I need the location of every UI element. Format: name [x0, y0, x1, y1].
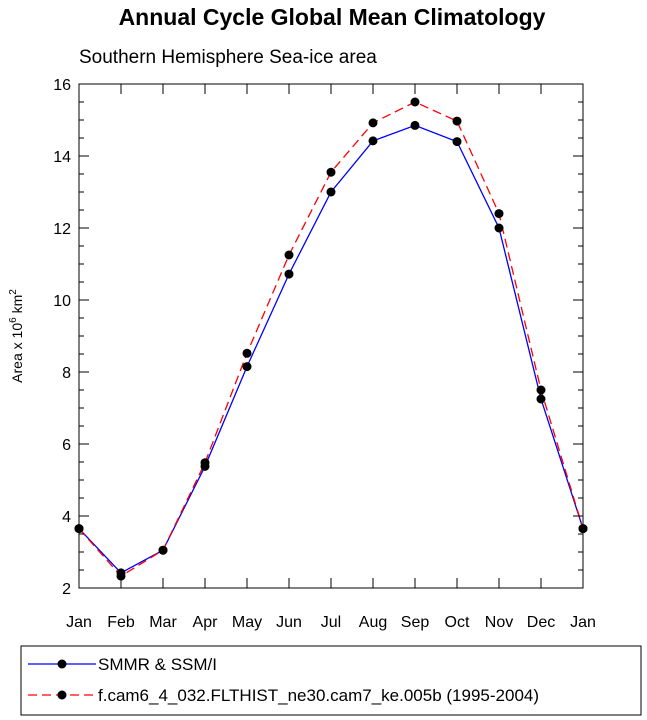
- series-0-point: [242, 362, 252, 372]
- series-0-point: [326, 187, 336, 197]
- series-1-point: [242, 348, 252, 358]
- x-tick-label: Jul: [321, 614, 341, 631]
- chart-title: Annual Cycle Global Mean Climatology: [119, 4, 546, 30]
- x-tick-label: Aug: [359, 614, 387, 631]
- series-1-point: [158, 545, 168, 555]
- x-tick-label: Dec: [527, 614, 555, 631]
- series-1-point: [536, 385, 546, 395]
- y-tick-label: 16: [53, 77, 71, 94]
- y-tick-label: 4: [62, 509, 71, 526]
- y-tick-label: 10: [53, 293, 71, 310]
- x-tick-label: Nov: [485, 614, 513, 631]
- series-1-point: [410, 97, 420, 107]
- series-1-point: [326, 167, 336, 177]
- series-0-point: [452, 137, 462, 147]
- series-layer: [74, 97, 588, 581]
- series-0-point: [494, 223, 504, 233]
- x-tick-label: Jan: [66, 614, 92, 631]
- series-0-point: [368, 136, 378, 146]
- y-tick-label: 2: [62, 581, 71, 598]
- x-tick-label: Oct: [445, 614, 470, 631]
- legend: SMMR & SSM/I f.cam6_4_032.FLTHIST_ne30.c…: [20, 645, 642, 716]
- plot-frame: [78, 83, 584, 589]
- y-tick-label: 8: [62, 365, 71, 382]
- series-0-point: [410, 120, 420, 130]
- legend-marker-model: [57, 690, 67, 700]
- series-1-point: [368, 118, 378, 128]
- legend-label-smmr: SMMR & SSM/I: [98, 655, 217, 674]
- x-tick-label: May: [232, 614, 262, 631]
- x-tick-label: Jun: [276, 614, 302, 631]
- x-tick-label: Mar: [149, 614, 177, 631]
- y-tick-label: 12: [53, 221, 71, 238]
- series-0-point: [536, 394, 546, 404]
- axes-layer: 2 4 6 8 10 12 14 16 Jan Feb Mar Apr May Jun Jul Aug Sep O…: [53, 77, 596, 631]
- series-1-point: [452, 116, 462, 126]
- series-1-point: [494, 209, 504, 219]
- y-axis-label: Area x 106 km2: [8, 289, 25, 383]
- series-0-point: [284, 269, 294, 279]
- x-tick-label: Feb: [107, 614, 135, 631]
- chart-subtitle: Southern Hemisphere Sea-ice area: [79, 47, 377, 68]
- series-1-point: [284, 250, 294, 260]
- x-tick-label: Jan: [570, 614, 596, 631]
- y-tick-label: 6: [62, 437, 71, 454]
- legend-box: [20, 645, 642, 716]
- legend-label-model: f.cam6_4_032.FLTHIST_ne30.cam7_ke.005b (…: [98, 686, 539, 705]
- series-1-point: [200, 458, 210, 468]
- legend-marker-smmr: [57, 659, 67, 669]
- series-1-point: [116, 571, 126, 581]
- x-tick-label: Apr: [193, 614, 219, 631]
- y-tick-label: 14: [53, 149, 71, 166]
- x-tick-label: Sep: [401, 614, 430, 631]
